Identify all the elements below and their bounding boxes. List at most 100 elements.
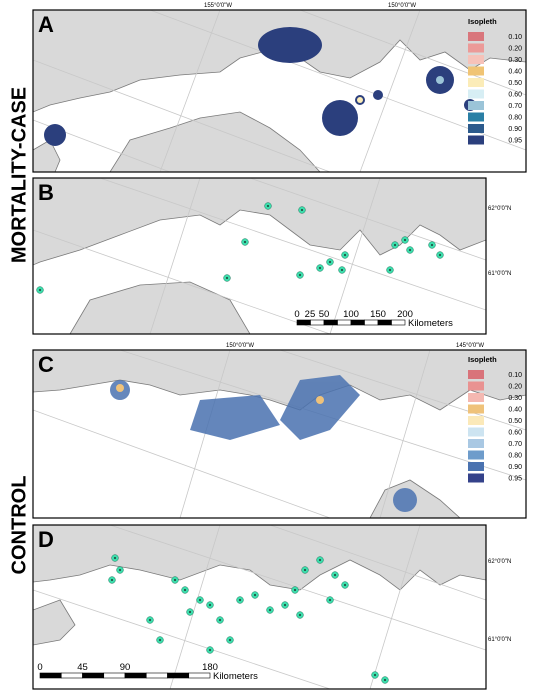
legend-label: 0.20 bbox=[508, 46, 522, 53]
sighting-center bbox=[344, 254, 346, 256]
scale-label: 200 bbox=[397, 309, 413, 320]
scale-segment bbox=[350, 319, 365, 326]
legend-label: 0.50 bbox=[508, 418, 522, 425]
legend-swatch bbox=[468, 124, 484, 133]
sighting-center bbox=[149, 619, 151, 621]
side-label: CONTROL bbox=[8, 476, 30, 575]
sighting-center bbox=[394, 244, 396, 246]
scale-label: 150 bbox=[370, 309, 386, 320]
sighting-center bbox=[431, 244, 433, 246]
map-b bbox=[33, 178, 486, 334]
sighting-center bbox=[389, 269, 391, 271]
scale-segment bbox=[145, 672, 168, 679]
legend-swatch bbox=[468, 404, 484, 414]
scale-segment bbox=[296, 319, 311, 326]
legend-swatch bbox=[468, 43, 484, 53]
legend-swatch bbox=[468, 112, 484, 122]
scale-unit: Kilometers bbox=[213, 671, 258, 682]
sighting-center bbox=[239, 599, 241, 601]
sighting-center bbox=[439, 254, 441, 256]
scale-segment bbox=[391, 319, 406, 326]
sighting-center bbox=[304, 569, 306, 571]
sighting-center bbox=[341, 269, 343, 271]
legend-label: 0.40 bbox=[508, 407, 522, 414]
sighting-center bbox=[384, 679, 386, 681]
sighting-center bbox=[189, 611, 191, 613]
scale-segment bbox=[103, 672, 126, 679]
scale-label: 25 bbox=[305, 309, 316, 320]
legend-swatch bbox=[468, 101, 484, 110]
legend-label: 0.80 bbox=[508, 453, 522, 460]
side-label: MORTALITY-CASE bbox=[8, 87, 30, 263]
legend-swatch bbox=[468, 450, 484, 460]
sighting-center bbox=[209, 604, 211, 606]
lat-label: 62°0'0"N bbox=[488, 559, 511, 565]
scale-unit: Kilometers bbox=[408, 318, 453, 329]
legend-swatch bbox=[468, 381, 484, 391]
lon-label: 150°0'0"W bbox=[226, 343, 254, 349]
map-d bbox=[33, 525, 486, 689]
sighting-center bbox=[39, 289, 41, 291]
legend-label: 0.40 bbox=[508, 69, 522, 76]
legend-swatch bbox=[468, 473, 484, 483]
sighting-center bbox=[229, 639, 231, 641]
scale-label: 50 bbox=[319, 309, 330, 320]
legend-swatch bbox=[468, 393, 484, 402]
legend-swatch bbox=[468, 55, 484, 64]
sighting-center bbox=[301, 209, 303, 211]
legend-swatch bbox=[468, 462, 484, 471]
sighting-center bbox=[319, 267, 321, 269]
legend-swatch bbox=[468, 427, 484, 437]
panel-frame bbox=[32, 349, 527, 519]
sighting-center bbox=[374, 674, 376, 676]
sighting-center bbox=[319, 559, 321, 561]
sighting-center bbox=[199, 599, 201, 601]
panel-letter: B bbox=[38, 180, 54, 205]
scale-segment bbox=[124, 672, 147, 679]
map-a bbox=[33, 10, 526, 172]
legend-label: 0.30 bbox=[508, 395, 522, 402]
lon-label: 150°0'0"W bbox=[388, 3, 416, 9]
legend-swatch bbox=[468, 135, 484, 145]
lon-label: 145°0'0"W bbox=[456, 343, 484, 349]
scale-segment bbox=[39, 672, 62, 679]
map-c bbox=[33, 350, 526, 518]
scale-label: 100 bbox=[343, 309, 359, 320]
lat-label: 61°0'0"N bbox=[488, 637, 511, 643]
scale-label: 90 bbox=[120, 662, 131, 673]
legend-swatch bbox=[468, 89, 484, 99]
panel-letter: D bbox=[38, 527, 54, 552]
scale-label: 180 bbox=[202, 662, 218, 673]
sighting-center bbox=[114, 557, 116, 559]
scale-segment bbox=[377, 319, 392, 326]
sighting-center bbox=[244, 241, 246, 243]
sighting-center bbox=[334, 574, 336, 576]
legend-swatch bbox=[468, 66, 484, 76]
scale-label: 0 bbox=[294, 309, 299, 320]
legend-swatch bbox=[468, 32, 484, 41]
legend-label: 0.90 bbox=[508, 126, 522, 133]
sighting-center bbox=[329, 261, 331, 263]
legend-swatch bbox=[468, 370, 484, 379]
scale-segment bbox=[188, 672, 211, 679]
sighting-center bbox=[219, 619, 221, 621]
legend-label: 0.10 bbox=[508, 372, 522, 379]
sighting-center bbox=[344, 584, 346, 586]
scale-label: 0 bbox=[37, 662, 42, 673]
sighting-center bbox=[409, 249, 411, 251]
sighting-center bbox=[299, 614, 301, 616]
legend-label: 0.90 bbox=[508, 464, 522, 471]
sighting-center bbox=[209, 649, 211, 651]
scale-segment bbox=[337, 319, 352, 326]
legend-title: Isopleth bbox=[468, 17, 497, 26]
legend-title: Isopleth bbox=[468, 355, 497, 364]
legend-label: 0.95 bbox=[508, 138, 522, 145]
sighting-center bbox=[269, 609, 271, 611]
panel-letter: C bbox=[38, 352, 54, 377]
legend-label: 0.20 bbox=[508, 384, 522, 391]
sighting-center bbox=[284, 604, 286, 606]
legend-swatch bbox=[468, 78, 484, 87]
scale-segment bbox=[323, 319, 338, 326]
panel-frame bbox=[32, 524, 487, 690]
